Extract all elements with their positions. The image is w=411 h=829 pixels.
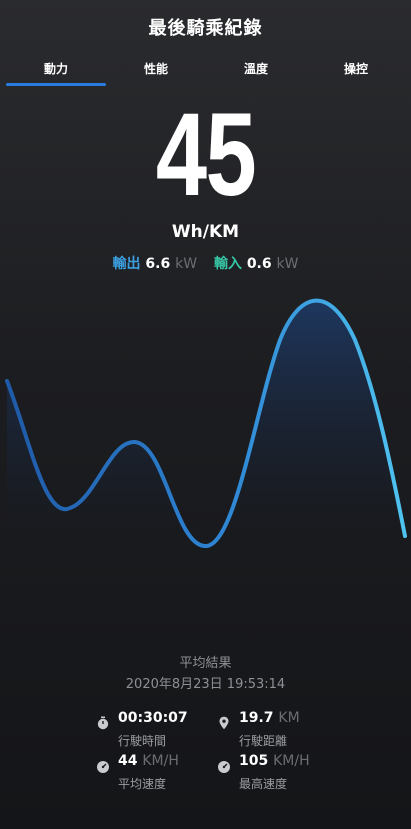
tab-temperature[interactable]: 溫度: [243, 62, 268, 76]
page-title: 最後騎乘紀錄: [148, 18, 263, 39]
average-speed-unit: KM/H: [142, 753, 179, 769]
location-pin-icon: [219, 716, 229, 730]
speedometer-icon: [97, 761, 109, 773]
ride-distance-label: 行駛距離: [239, 734, 288, 748]
speedometer-icon: [218, 761, 230, 773]
ride-time-value: 00:30:07: [118, 710, 188, 726]
output-label: 輸出: [112, 256, 141, 272]
stat-ride-distance: 19.7 KM 行駛距離: [217, 710, 367, 750]
average-speed-label: 平均速度: [118, 777, 167, 791]
input-value: 0.6: [246, 256, 272, 272]
summary-datetime: 2020年8月23日 19:53:14: [125, 677, 286, 692]
stat-ride-time: 00:30:07 行駛時間: [96, 710, 246, 750]
output-value: 6.6: [145, 256, 171, 272]
power-io-readout: 輸出 6.6 kW 輸入 0.6 kW: [0, 253, 411, 273]
input-label: 輸入: [213, 256, 242, 272]
ride-distance-value: 19.7: [239, 710, 274, 726]
stopwatch-icon: [97, 716, 109, 730]
max-speed-unit: KM/H: [273, 753, 310, 769]
tab-performance[interactable]: 性能: [143, 62, 168, 76]
output-unit: kW: [175, 256, 198, 272]
tab-power[interactable]: 動力: [6, 58, 106, 86]
power-curve-fill: [7, 300, 405, 570]
tab-bar: 動力 性能 溫度 操控: [6, 58, 406, 86]
average-speed-value: 44: [118, 753, 138, 769]
max-speed-value: 105: [239, 753, 269, 769]
input-unit: kW: [276, 256, 299, 272]
energy-consumption-value: 45: [155, 89, 257, 221]
energy-consumption-unit: Wh/KM: [171, 222, 240, 242]
power-curve-line: [5, 298, 407, 549]
ride-time-label: 行駛時間: [118, 734, 167, 748]
summary-title: 平均結果: [179, 656, 232, 671]
tab-handling[interactable]: 操控: [343, 62, 368, 76]
stat-average-speed: 44 KM/H 平均速度: [96, 753, 246, 793]
max-speed-label: 最高速度: [239, 777, 288, 791]
power-curve-chart: [5, 298, 407, 570]
ride-distance-unit: KM: [278, 710, 300, 726]
stat-max-speed: 105 KM/H 最高速度: [217, 753, 367, 793]
